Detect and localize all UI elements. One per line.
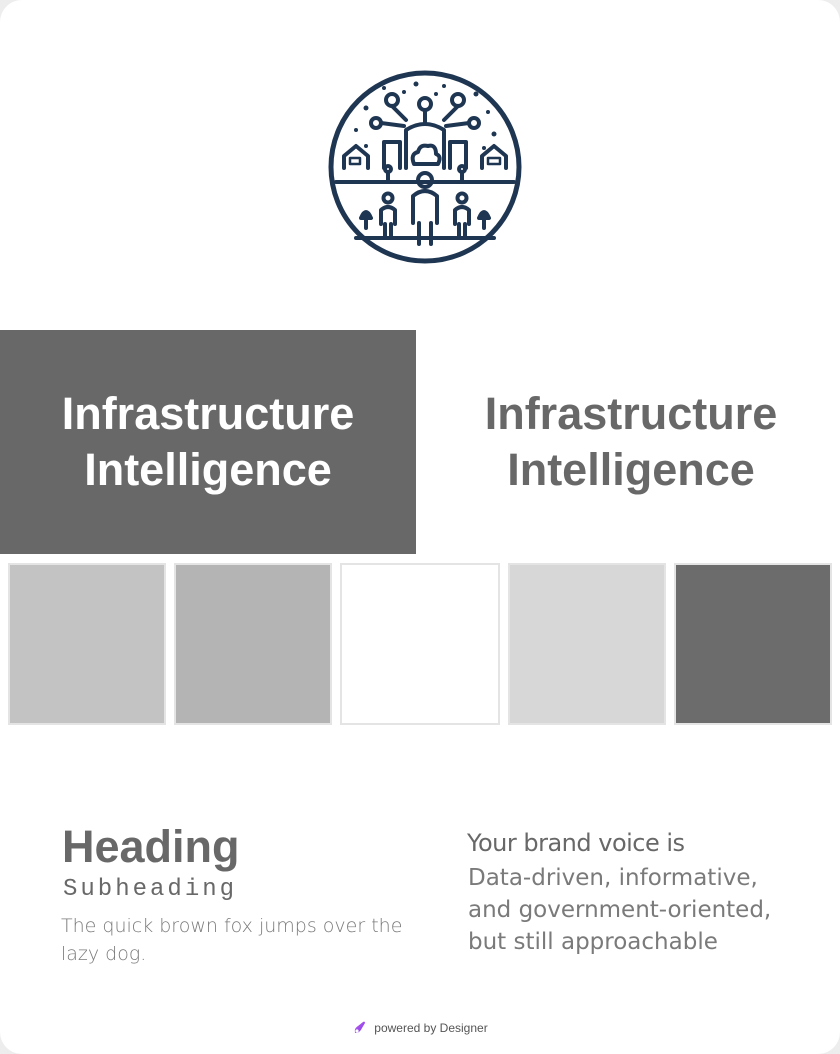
- brand-voice-description: Data-driven, informative, and government…: [468, 865, 772, 955]
- brand-title-inverse: Infrastructure Intelligence: [62, 386, 355, 498]
- footer-text: powered by Designer: [374, 1021, 488, 1035]
- typography-subheading: Subheading: [63, 876, 238, 903]
- brand-voice-title: Your brand voice is: [467, 829, 685, 857]
- designer-logo-icon: [355, 1021, 366, 1033]
- color-swatch: [8, 563, 166, 725]
- logo: [326, 68, 524, 266]
- brand-title-line1: Infrastructure: [61, 388, 355, 439]
- color-swatch: [174, 563, 332, 725]
- logo-on-light-block: Infrastructure Intelligence: [422, 330, 840, 554]
- color-swatch: [674, 563, 832, 725]
- brand-title-line2: Intelligence: [507, 444, 755, 495]
- logo-on-dark-block: Infrastructure Intelligence: [0, 330, 416, 554]
- brand-title: Infrastructure Intelligence: [485, 386, 778, 498]
- color-swatch: [340, 563, 500, 725]
- smart-city-people-icon: [328, 70, 522, 264]
- typography-heading: Heading: [62, 821, 240, 872]
- color-swatch: [508, 563, 666, 725]
- powered-by-footer[interactable]: powered by Designer: [0, 1020, 840, 1036]
- brand-title-line2: Intelligence: [84, 444, 332, 495]
- brand-title-line1: Infrastructure: [484, 388, 778, 439]
- typography-body: The quick brown fox jumps over the lazy …: [61, 915, 403, 965]
